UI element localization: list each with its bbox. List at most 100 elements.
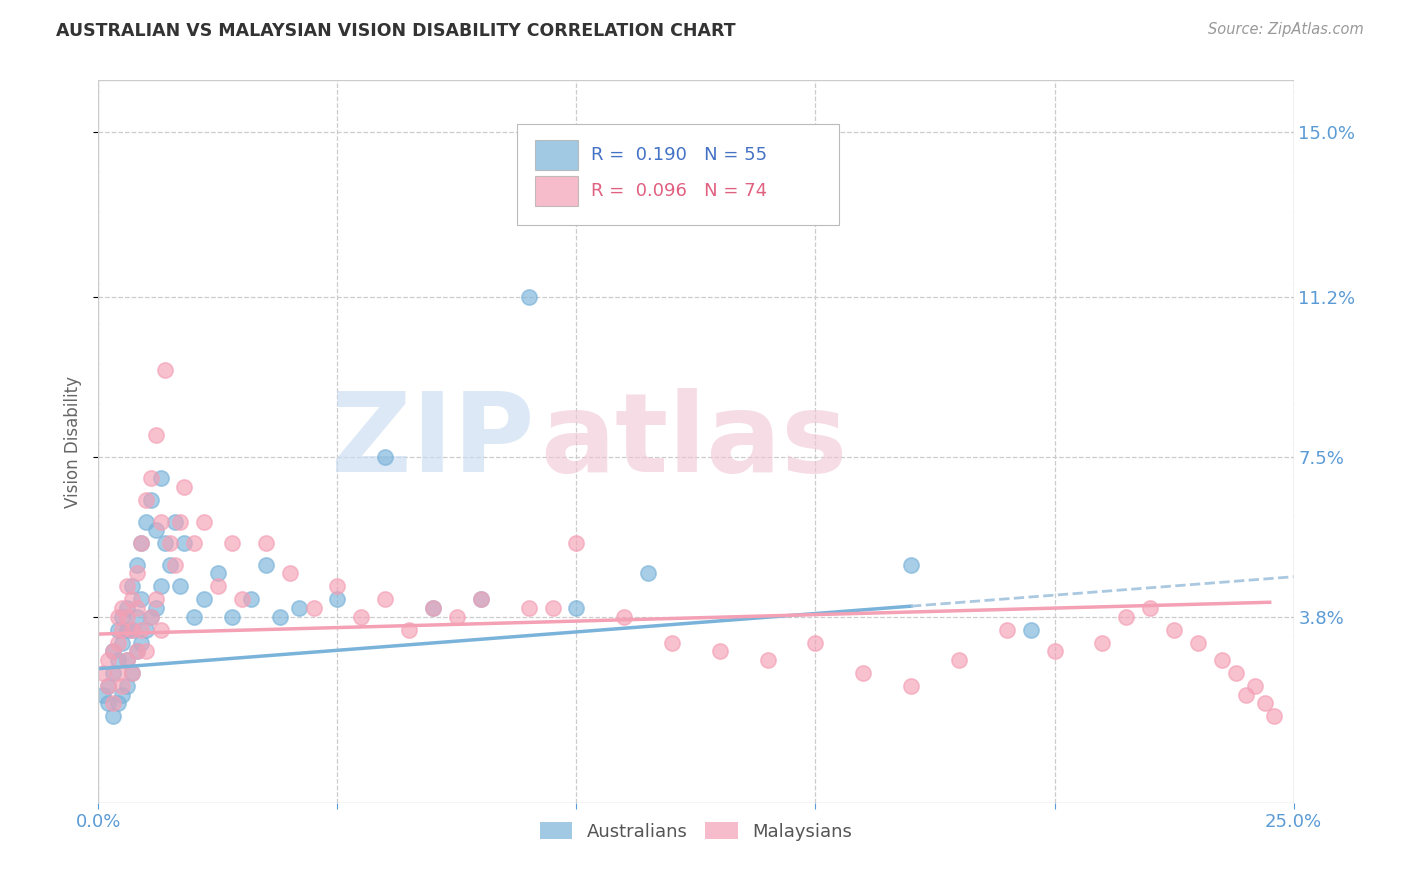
Point — [91, 688, 114, 702]
Point — [131, 536, 153, 550]
Point — [125, 644, 148, 658]
Point — [91, 665, 114, 680]
Point — [1019, 623, 1042, 637]
Text: R =  0.190   N = 55: R = 0.190 N = 55 — [591, 145, 766, 164]
Point — [541, 601, 564, 615]
Point — [97, 679, 120, 693]
Point — [173, 480, 195, 494]
Point — [278, 566, 301, 581]
Point — [97, 653, 120, 667]
Point — [107, 623, 129, 637]
Point — [240, 592, 263, 607]
Point — [183, 609, 205, 624]
Point — [121, 623, 143, 637]
FancyBboxPatch shape — [517, 124, 839, 225]
FancyBboxPatch shape — [534, 176, 578, 206]
Point — [131, 623, 153, 637]
Point — [149, 515, 172, 529]
Point — [1091, 636, 1114, 650]
Point — [115, 679, 138, 693]
Point — [1225, 665, 1247, 680]
Point — [326, 579, 349, 593]
Point — [125, 566, 148, 581]
Point — [565, 601, 588, 615]
Point — [121, 665, 143, 680]
Point — [121, 592, 143, 607]
Point — [709, 644, 731, 658]
Point — [145, 428, 167, 442]
Point — [111, 679, 134, 693]
Point — [155, 536, 177, 550]
Point — [254, 536, 277, 550]
Point — [149, 623, 172, 637]
Point — [159, 536, 181, 550]
Point — [121, 665, 143, 680]
Point — [135, 644, 157, 658]
Point — [163, 515, 186, 529]
Point — [101, 709, 124, 723]
Point — [756, 653, 779, 667]
Point — [169, 579, 191, 593]
Point — [470, 592, 492, 607]
Point — [107, 609, 129, 624]
Point — [125, 609, 148, 624]
Point — [173, 536, 195, 550]
Point — [398, 623, 420, 637]
Point — [115, 623, 138, 637]
Point — [115, 601, 138, 615]
Point — [139, 609, 162, 624]
Point — [149, 471, 172, 485]
Point — [139, 471, 162, 485]
Point — [1254, 696, 1277, 710]
Point — [145, 523, 167, 537]
Text: AUSTRALIAN VS MALAYSIAN VISION DISABILITY CORRELATION CHART: AUSTRALIAN VS MALAYSIAN VISION DISABILIT… — [56, 22, 735, 40]
Point — [131, 536, 153, 550]
Point — [1043, 644, 1066, 658]
Point — [107, 653, 129, 667]
Point — [121, 579, 143, 593]
Point — [107, 696, 129, 710]
Point — [107, 665, 129, 680]
Text: atlas: atlas — [541, 388, 848, 495]
Point — [139, 609, 162, 624]
Point — [115, 579, 138, 593]
Point — [111, 609, 134, 624]
FancyBboxPatch shape — [534, 139, 578, 169]
Point — [131, 592, 153, 607]
Y-axis label: Vision Disability: Vision Disability — [65, 376, 83, 508]
Point — [115, 653, 138, 667]
Point — [350, 609, 373, 624]
Point — [288, 601, 311, 615]
Point — [97, 696, 120, 710]
Point — [1211, 653, 1233, 667]
Point — [852, 665, 875, 680]
Point — [101, 644, 124, 658]
Point — [565, 536, 588, 550]
Point — [1139, 601, 1161, 615]
Point — [159, 558, 181, 572]
Point — [121, 623, 143, 637]
Point — [1234, 688, 1257, 702]
Point — [231, 592, 253, 607]
Point — [193, 592, 215, 607]
Point — [115, 609, 138, 624]
Point — [135, 515, 157, 529]
Legend: Australians, Malaysians: Australians, Malaysians — [533, 815, 859, 848]
Point — [1263, 709, 1285, 723]
Point — [135, 623, 157, 637]
Point — [111, 601, 134, 615]
Point — [115, 653, 138, 667]
Point — [193, 515, 215, 529]
Point — [221, 536, 243, 550]
Point — [900, 558, 922, 572]
Point — [900, 679, 922, 693]
Point — [135, 492, 157, 507]
Point — [207, 566, 229, 581]
Point — [145, 601, 167, 615]
Point — [422, 601, 444, 615]
Point — [111, 688, 134, 702]
Point — [111, 636, 134, 650]
Point — [470, 592, 492, 607]
Point — [254, 558, 277, 572]
Point — [101, 665, 124, 680]
